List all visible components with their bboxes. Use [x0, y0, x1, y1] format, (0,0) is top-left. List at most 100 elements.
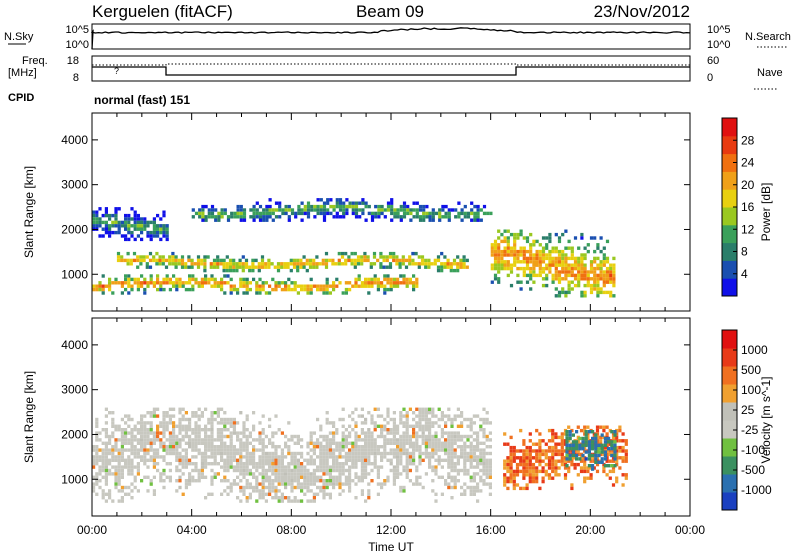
heatmap-cell	[329, 421, 332, 424]
heatmap-cell	[198, 438, 201, 441]
heatmap-cell	[188, 442, 191, 445]
nsky-label: N.Sky	[4, 31, 34, 43]
heatmap-cell	[606, 473, 609, 476]
heatmap-cell	[201, 212, 204, 215]
heatmap-cell	[214, 455, 217, 458]
heatmap-cell	[425, 472, 428, 475]
heatmap-cell	[454, 215, 457, 218]
heatmap-cell	[262, 455, 265, 458]
heatmap-cell	[454, 448, 457, 451]
heatmap-cell	[262, 452, 265, 455]
heatmap-cell	[143, 291, 146, 294]
heatmap-cell	[351, 285, 354, 288]
heatmap-cell	[198, 469, 201, 472]
heatmap-cell	[226, 445, 229, 448]
heatmap-cell	[203, 255, 206, 258]
heatmap-cell	[121, 496, 124, 499]
heatmap-cell	[102, 221, 105, 224]
heatmap-cell	[381, 205, 384, 208]
heatmap-cell	[575, 457, 578, 460]
heatmap-cell	[558, 250, 561, 253]
heatmap-cell	[108, 278, 111, 281]
heatmap-cell	[262, 215, 265, 218]
heatmap-cell	[480, 219, 483, 222]
heatmap-cell	[354, 445, 357, 448]
heatmap-cell	[326, 212, 329, 215]
heatmap-cell	[421, 255, 424, 258]
heatmap-cell	[262, 476, 265, 479]
heatmap-cell	[400, 208, 403, 211]
heatmap-cell	[268, 493, 271, 496]
heatmap-cell	[409, 445, 412, 448]
heatmap-cell	[351, 459, 354, 462]
heatmap-cell	[399, 445, 402, 448]
heatmap-cell	[108, 288, 111, 291]
heatmap-cell	[226, 428, 229, 431]
heatmap-cell	[379, 255, 382, 258]
heatmap-cell	[153, 411, 156, 414]
heatmap-cell	[159, 224, 162, 227]
heatmap-cell	[95, 224, 98, 227]
heatmap-cell	[618, 446, 621, 449]
heatmap-cell	[345, 462, 348, 465]
heatmap-cell	[482, 482, 485, 485]
heatmap-cell	[278, 455, 281, 458]
heatmap-cell	[565, 454, 568, 457]
heatmap-cell	[127, 469, 130, 472]
heatmap-cell	[255, 499, 258, 502]
heatmap-cell	[262, 288, 265, 291]
heatmap-cell	[467, 212, 470, 215]
heatmap-cell	[230, 452, 233, 455]
heatmap-cell	[313, 462, 316, 465]
heatmap-cell	[364, 278, 367, 281]
heatmap-cell	[118, 499, 121, 502]
heatmap-cell	[239, 266, 242, 269]
heatmap-cell	[230, 215, 233, 218]
heatmap-cell	[246, 465, 249, 468]
heatmap-cell	[354, 281, 357, 284]
heatmap-cell	[545, 463, 548, 466]
heatmap-cell	[422, 418, 425, 421]
heatmap-cell	[370, 438, 373, 441]
heatmap-cell	[294, 476, 297, 479]
heatmap-cell	[613, 440, 616, 443]
heatmap-cell	[526, 456, 529, 459]
heatmap-cell	[137, 431, 140, 434]
heatmap-cell	[178, 445, 181, 448]
heatmap-cell	[210, 448, 213, 451]
heatmap-cell	[322, 493, 325, 496]
heatmap-cell	[507, 236, 510, 239]
heatmap-cell	[191, 266, 194, 269]
heatmap-cell	[438, 448, 441, 451]
heatmap-cell	[118, 462, 121, 465]
heatmap-cell	[548, 236, 551, 239]
heatmap-cell	[542, 247, 545, 250]
heatmap-cell	[361, 421, 364, 424]
heatmap-cell	[204, 274, 207, 277]
heatmap-cell	[291, 208, 294, 211]
heatmap-cell	[520, 281, 523, 284]
heatmap-cell	[313, 208, 316, 211]
heatmap-cell	[230, 489, 233, 492]
heatmap-cell	[519, 429, 522, 432]
heatmap-cell	[130, 207, 133, 210]
heatmap-cell	[574, 264, 577, 267]
heatmap-cell	[294, 472, 297, 475]
heatmap-cell	[268, 489, 271, 492]
heatmap-cell	[609, 267, 612, 270]
heatmap-cell	[418, 482, 421, 485]
heatmap-cell	[159, 479, 162, 482]
heatmap-cell	[593, 260, 596, 263]
heatmap-cell	[522, 477, 525, 480]
heatmap-cell	[561, 257, 564, 260]
heatmap-cell	[297, 438, 300, 441]
heatmap-cell	[168, 262, 171, 265]
heatmap-cell	[95, 217, 98, 220]
heatmap-cell	[210, 452, 213, 455]
heatmap-cell	[162, 231, 165, 234]
heatmap-cell	[386, 281, 389, 284]
heatmap-cell	[497, 250, 500, 253]
heatmap-cell	[287, 421, 290, 424]
heatmap-cell	[200, 262, 203, 265]
heatmap-cell	[434, 452, 437, 455]
